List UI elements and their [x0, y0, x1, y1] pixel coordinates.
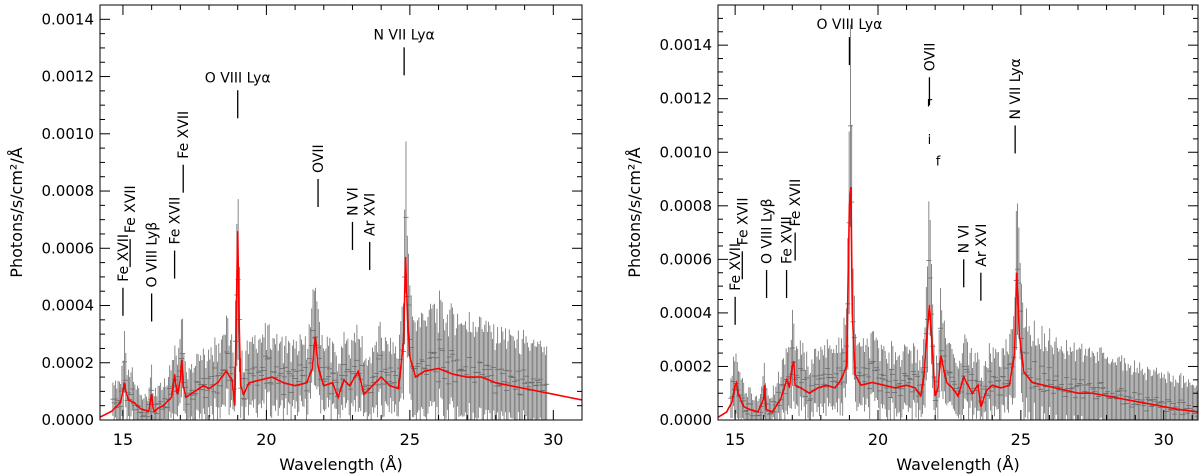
annotation-label: O VIII Lyα	[205, 70, 271, 86]
x-axis: 15 20 25 30 Wavelength (Å)	[725, 5, 1193, 474]
annotation-label: Fe XVII	[728, 243, 744, 291]
y-tick-label: 0.0002	[660, 357, 713, 375]
annotation-label: N VII Lyα	[373, 27, 434, 43]
plot-area	[718, 24, 1198, 420]
y-axis: 0.0000 0.0002 0.0004 0.0006 0.0008 0.0010 0.00…	[625, 4, 1198, 429]
annotation-label: f	[936, 155, 941, 170]
y-axis-label: Photons/s/cm²/Å	[625, 147, 644, 277]
annotation-label: N VI	[957, 225, 973, 254]
annotation-label: r	[927, 96, 933, 111]
annotation-label: i	[928, 133, 932, 148]
y-axis: 0.0000 0.0002 0.0004 0.0006 0.0008 0.0010 0.00…	[7, 4, 582, 429]
annotation-label: OVII	[311, 144, 327, 173]
y-axis-label: Photons/s/cm²/Å	[7, 147, 26, 277]
y-tick-label: 0.0004	[660, 304, 713, 322]
y-tick-label: 0.0012	[660, 90, 713, 108]
annotation-label: O VIII Lyα	[816, 17, 882, 33]
axes-frame	[99, 4, 583, 421]
annotation-label: Fe XVII	[788, 179, 804, 227]
y-tick-label: 0.0010	[660, 143, 713, 161]
annotation-label: Fe XVII	[735, 198, 751, 246]
axes-frame	[717, 4, 1199, 421]
y-tick-label: 0.0000	[42, 411, 95, 429]
annotation-label: Fe XVII	[176, 111, 192, 159]
annotation-label: N VII Lyα	[1008, 58, 1024, 119]
x-tick-label: 30	[1154, 430, 1174, 449]
y-tick-label: 0.0012	[42, 68, 95, 86]
x-tick-label: 25	[1011, 430, 1031, 449]
y-tick-label: 0.0000	[660, 411, 713, 429]
x-tick-label: 20	[256, 430, 276, 449]
annotation-label: Fe XVII	[123, 185, 139, 233]
annotation-label: Ar XVI	[363, 193, 379, 236]
chart-panel-left: 15 20 25 30 Wavelength (Å) 0.0000 0.0002 0.0004…	[7, 4, 583, 474]
y-tick-label: 0.0006	[660, 250, 713, 268]
model-line	[718, 187, 1198, 418]
y-tick-label: 0.0004	[42, 297, 95, 315]
annotation-label: Fe XVII	[780, 216, 796, 264]
y-tick-label: 0.0002	[42, 354, 95, 372]
plot-area	[100, 141, 582, 420]
observed-spectrum	[110, 141, 550, 420]
y-tick-label: 0.0008	[42, 182, 95, 200]
x-tick-label: 15	[113, 430, 133, 449]
chart-panel-right: 15 20 25 30 Wavelength (Å) 0.0000 0.0002 0.0004…	[625, 4, 1199, 474]
annotation-label: Fe XVII	[168, 197, 184, 245]
annotation-label: Ar XVI	[974, 224, 990, 267]
y-tick-label: 0.0014	[42, 10, 95, 28]
annotation-label: N VI	[345, 187, 361, 216]
x-tick-label: 15	[725, 430, 745, 449]
y-tick-label: 0.0006	[42, 239, 95, 257]
x-tick-label: 25	[400, 430, 420, 449]
y-tick-label: 0.0010	[42, 125, 95, 143]
x-axis-label: Wavelength (Å)	[896, 455, 1019, 474]
annotation-label: Fe XVII	[116, 234, 132, 282]
x-axis-label: Wavelength (Å)	[279, 455, 402, 474]
x-tick-label: 20	[868, 430, 888, 449]
y-tick-label: 0.0008	[660, 197, 713, 215]
y-tick-label: 0.0014	[660, 36, 713, 54]
x-axis: 15 20 25 30 Wavelength (Å)	[113, 5, 583, 474]
model-line	[100, 231, 582, 418]
annotation-label: O VIII Lyβ	[760, 198, 776, 264]
annotation-label: OVII	[922, 43, 938, 72]
annotation-label: O VIII Lyβ	[145, 222, 161, 288]
x-tick-label: 30	[543, 430, 563, 449]
